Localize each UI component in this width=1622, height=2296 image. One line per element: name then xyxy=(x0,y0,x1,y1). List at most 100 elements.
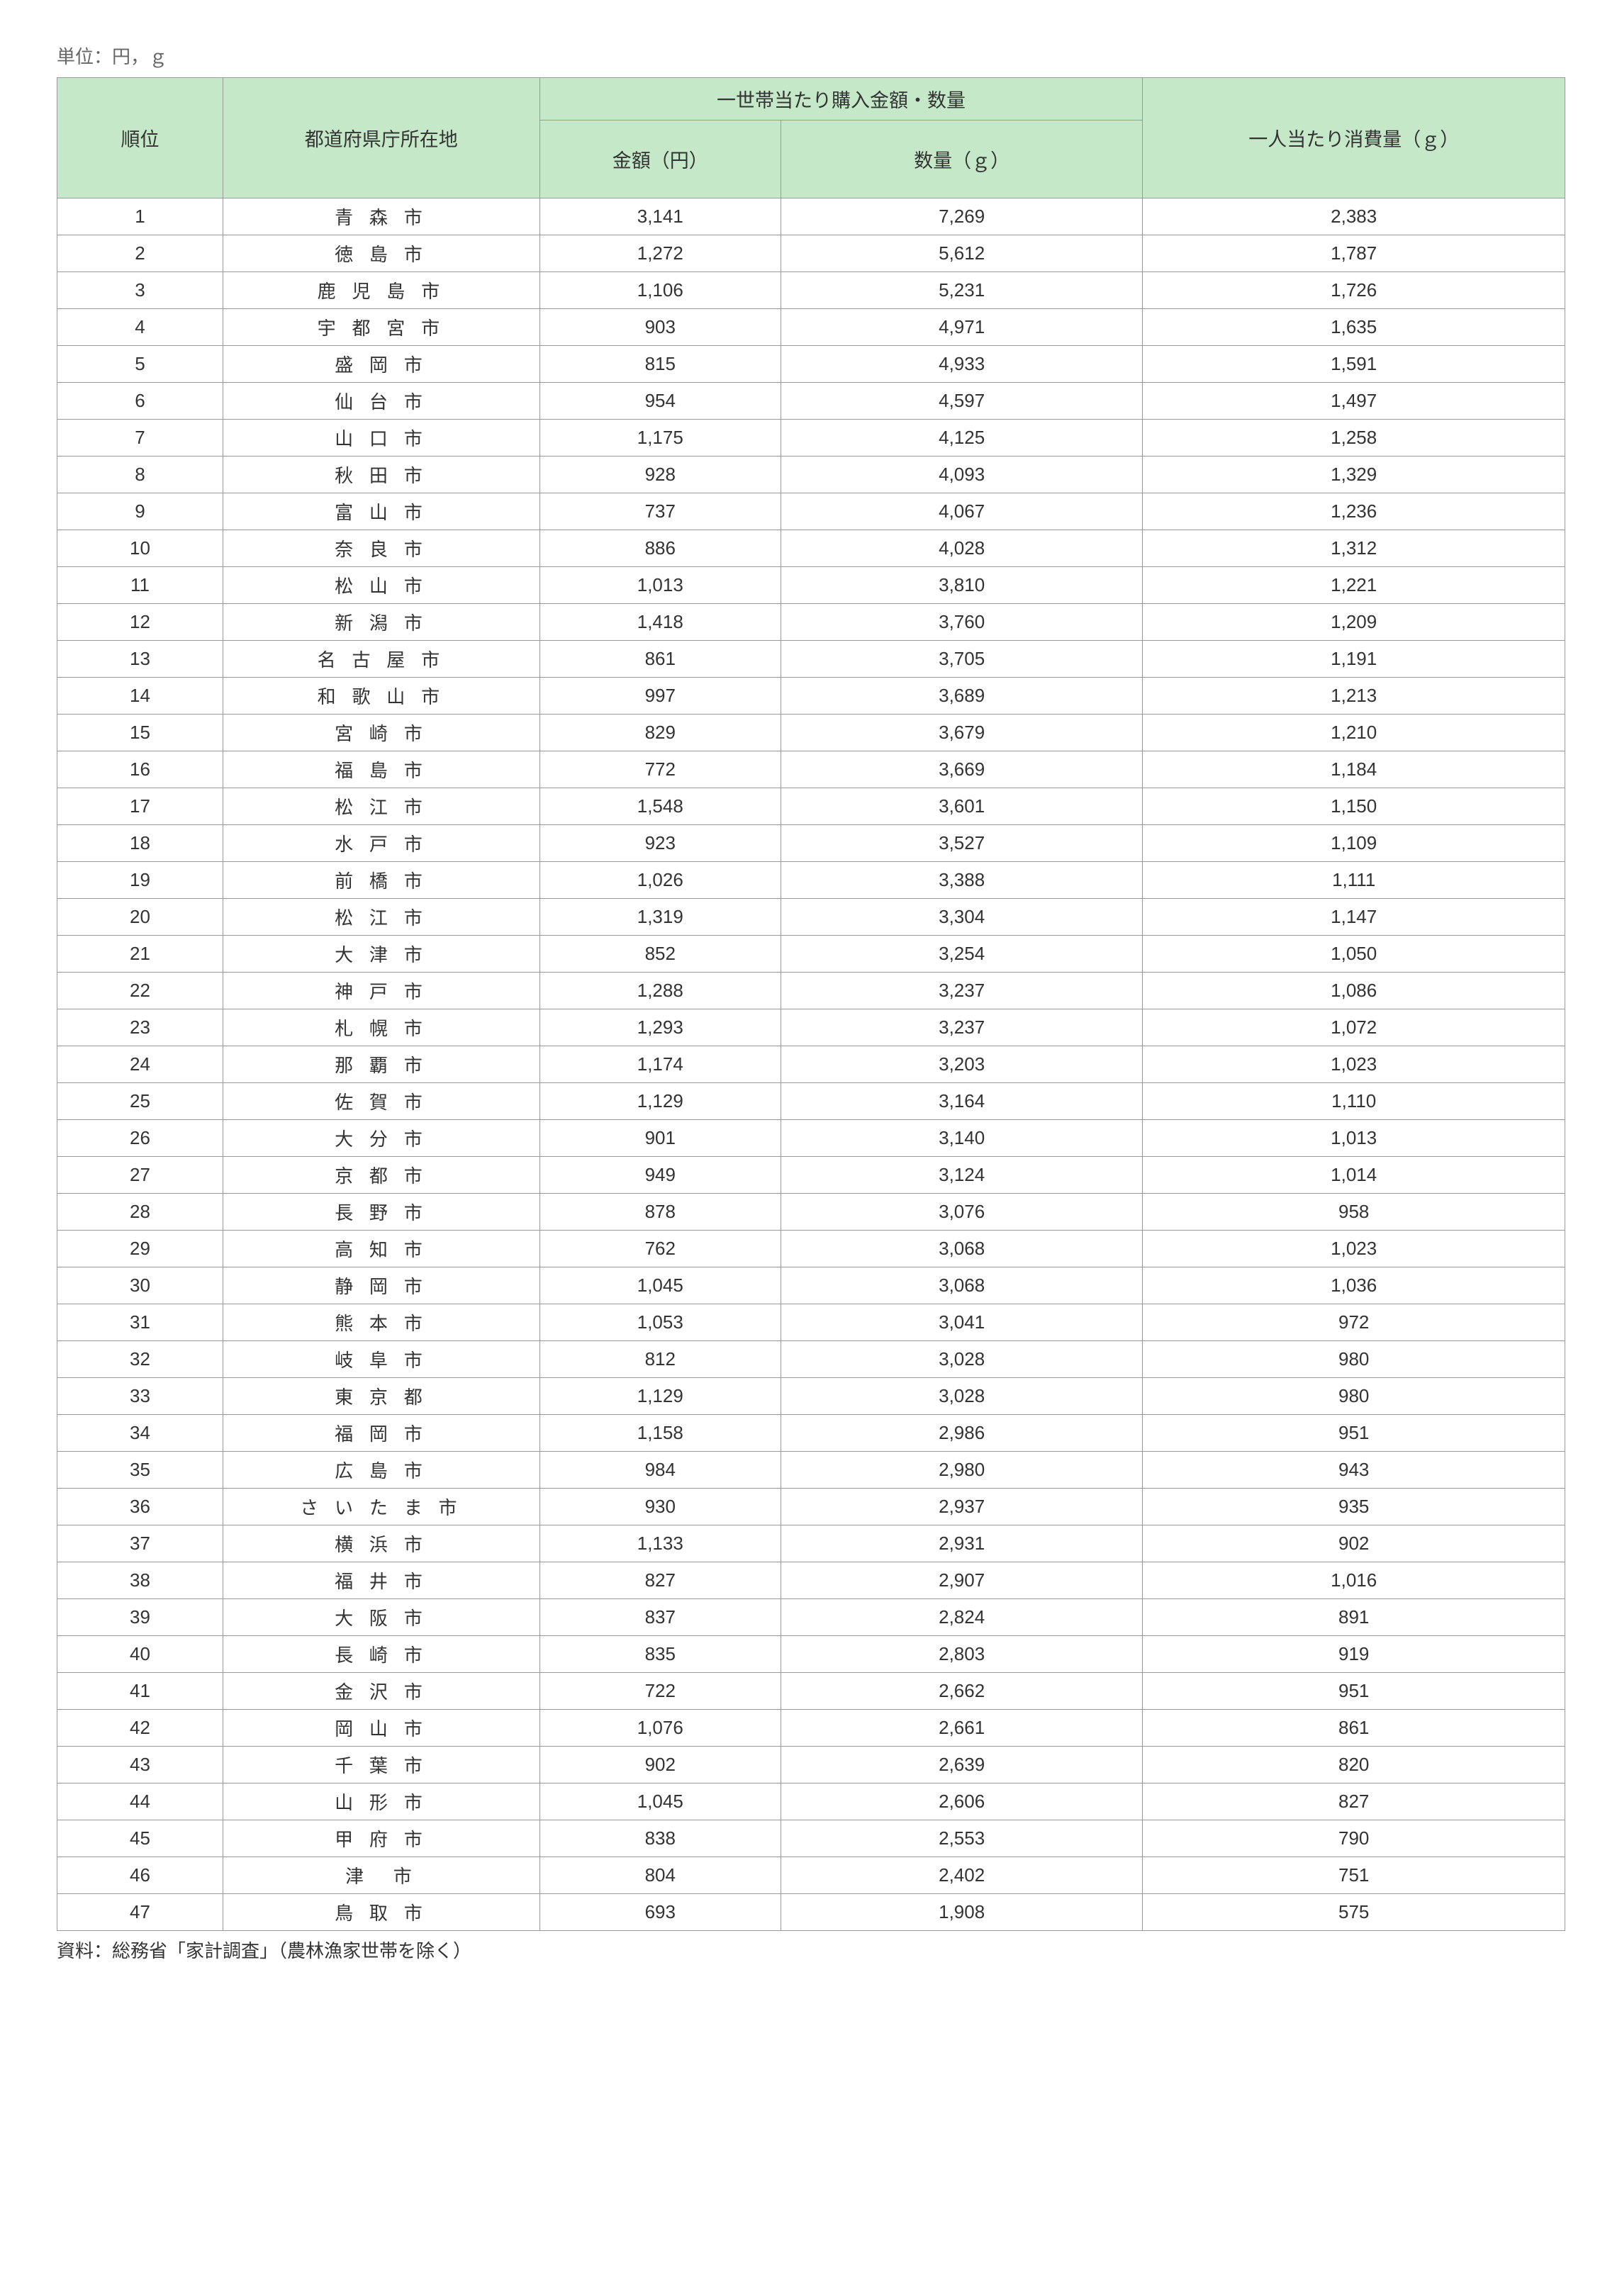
cell-city: 徳 島 市 xyxy=(223,235,539,272)
cell-per-person: 1,213 xyxy=(1143,678,1565,715)
cell-per-person: 1,329 xyxy=(1143,457,1565,493)
table-row: 11松 山 市1,0133,8101,221 xyxy=(57,567,1565,604)
cell-city: 奈 良 市 xyxy=(223,530,539,567)
cell-per-person: 1,016 xyxy=(1143,1562,1565,1599)
cell-per-person: 575 xyxy=(1143,1894,1565,1931)
cell-city: 大 分 市 xyxy=(223,1120,539,1157)
table-row: 30静 岡 市1,0453,0681,036 xyxy=(57,1267,1565,1304)
cell-per-person: 891 xyxy=(1143,1599,1565,1636)
cell-city: 宇 都 宮 市 xyxy=(223,309,539,346)
cell-city: 福 岡 市 xyxy=(223,1415,539,1452)
cell-city: 山 口 市 xyxy=(223,420,539,457)
cell-quantity: 3,601 xyxy=(781,788,1142,825)
cell-quantity: 2,402 xyxy=(781,1857,1142,1894)
cell-amount: 1,174 xyxy=(539,1046,781,1083)
cell-amount: 827 xyxy=(539,1562,781,1599)
cell-rank: 40 xyxy=(57,1636,223,1673)
table-row: 12新 潟 市1,4183,7601,209 xyxy=(57,604,1565,641)
cell-rank: 7 xyxy=(57,420,223,457)
cell-quantity: 3,705 xyxy=(781,641,1142,678)
cell-per-person: 1,109 xyxy=(1143,825,1565,862)
cell-city: 津 市 xyxy=(223,1857,539,1894)
cell-amount: 829 xyxy=(539,715,781,751)
cell-rank: 42 xyxy=(57,1710,223,1747)
cell-per-person: 1,209 xyxy=(1143,604,1565,641)
cell-quantity: 2,661 xyxy=(781,1710,1142,1747)
cell-city: 東 京 都 xyxy=(223,1378,539,1415)
table-row: 17松 江 市1,5483,6011,150 xyxy=(57,788,1565,825)
cell-amount: 930 xyxy=(539,1489,781,1525)
header-rank: 順位 xyxy=(57,78,223,198)
table-row: 31熊 本 市1,0533,041972 xyxy=(57,1304,1565,1341)
cell-rank: 23 xyxy=(57,1009,223,1046)
table-row: 43千 葉 市9022,639820 xyxy=(57,1747,1565,1783)
table-row: 25佐 賀 市1,1293,1641,110 xyxy=(57,1083,1565,1120)
cell-amount: 812 xyxy=(539,1341,781,1378)
cell-per-person: 820 xyxy=(1143,1747,1565,1783)
cell-amount: 902 xyxy=(539,1747,781,1783)
cell-amount: 852 xyxy=(539,936,781,973)
table-row: 8秋 田 市9284,0931,329 xyxy=(57,457,1565,493)
cell-city: さ い た ま 市 xyxy=(223,1489,539,1525)
table-row: 39大 阪 市8372,824891 xyxy=(57,1599,1565,1636)
cell-city: 佐 賀 市 xyxy=(223,1083,539,1120)
cell-rank: 21 xyxy=(57,936,223,973)
table-row: 14和 歌 山 市9973,6891,213 xyxy=(57,678,1565,715)
cell-city: 盛 岡 市 xyxy=(223,346,539,383)
cell-amount: 901 xyxy=(539,1120,781,1157)
table-row: 45甲 府 市8382,553790 xyxy=(57,1820,1565,1857)
cell-rank: 44 xyxy=(57,1783,223,1820)
cell-amount: 838 xyxy=(539,1820,781,1857)
table-row: 5盛 岡 市8154,9331,591 xyxy=(57,346,1565,383)
cell-quantity: 3,237 xyxy=(781,1009,1142,1046)
cell-per-person: 1,014 xyxy=(1143,1157,1565,1194)
table-row: 2徳 島 市1,2725,6121,787 xyxy=(57,235,1565,272)
table-row: 44山 形 市1,0452,606827 xyxy=(57,1783,1565,1820)
cell-rank: 32 xyxy=(57,1341,223,1378)
cell-per-person: 861 xyxy=(1143,1710,1565,1747)
cell-quantity: 3,068 xyxy=(781,1267,1142,1304)
cell-amount: 954 xyxy=(539,383,781,420)
cell-rank: 16 xyxy=(57,751,223,788)
cell-amount: 1,293 xyxy=(539,1009,781,1046)
cell-amount: 693 xyxy=(539,1894,781,1931)
cell-city: 和 歌 山 市 xyxy=(223,678,539,715)
cell-city: 宮 崎 市 xyxy=(223,715,539,751)
cell-city: 青 森 市 xyxy=(223,198,539,235)
cell-rank: 1 xyxy=(57,198,223,235)
cell-quantity: 4,028 xyxy=(781,530,1142,567)
cell-city: 福 井 市 xyxy=(223,1562,539,1599)
cell-city: 松 江 市 xyxy=(223,788,539,825)
cell-per-person: 980 xyxy=(1143,1341,1565,1378)
cell-rank: 2 xyxy=(57,235,223,272)
cell-city: 京 都 市 xyxy=(223,1157,539,1194)
table-row: 27京 都 市9493,1241,014 xyxy=(57,1157,1565,1194)
cell-amount: 1,133 xyxy=(539,1525,781,1562)
cell-city: 広 島 市 xyxy=(223,1452,539,1489)
table-row: 15宮 崎 市8293,6791,210 xyxy=(57,715,1565,751)
cell-quantity: 1,908 xyxy=(781,1894,1142,1931)
cell-per-person: 1,591 xyxy=(1143,346,1565,383)
cell-per-person: 1,210 xyxy=(1143,715,1565,751)
cell-amount: 3,141 xyxy=(539,198,781,235)
cell-amount: 1,013 xyxy=(539,567,781,604)
cell-quantity: 4,597 xyxy=(781,383,1142,420)
cell-city: 松 山 市 xyxy=(223,567,539,604)
cell-rank: 10 xyxy=(57,530,223,567)
cell-quantity: 3,689 xyxy=(781,678,1142,715)
cell-quantity: 4,125 xyxy=(781,420,1142,457)
cell-amount: 1,045 xyxy=(539,1267,781,1304)
cell-rank: 19 xyxy=(57,862,223,899)
cell-per-person: 958 xyxy=(1143,1194,1565,1231)
cell-per-person: 1,787 xyxy=(1143,235,1565,272)
cell-rank: 25 xyxy=(57,1083,223,1120)
cell-per-person: 980 xyxy=(1143,1378,1565,1415)
cell-amount: 997 xyxy=(539,678,781,715)
cell-amount: 903 xyxy=(539,309,781,346)
table-row: 26大 分 市9013,1401,013 xyxy=(57,1120,1565,1157)
footnote: 資料：総務省「家計調査」（農林漁家世帯を除く） xyxy=(57,1937,1565,1963)
table-row: 36さ い た ま 市9302,937935 xyxy=(57,1489,1565,1525)
cell-city: 長 野 市 xyxy=(223,1194,539,1231)
table-row: 32岐 阜 市8123,028980 xyxy=(57,1341,1565,1378)
cell-rank: 28 xyxy=(57,1194,223,1231)
